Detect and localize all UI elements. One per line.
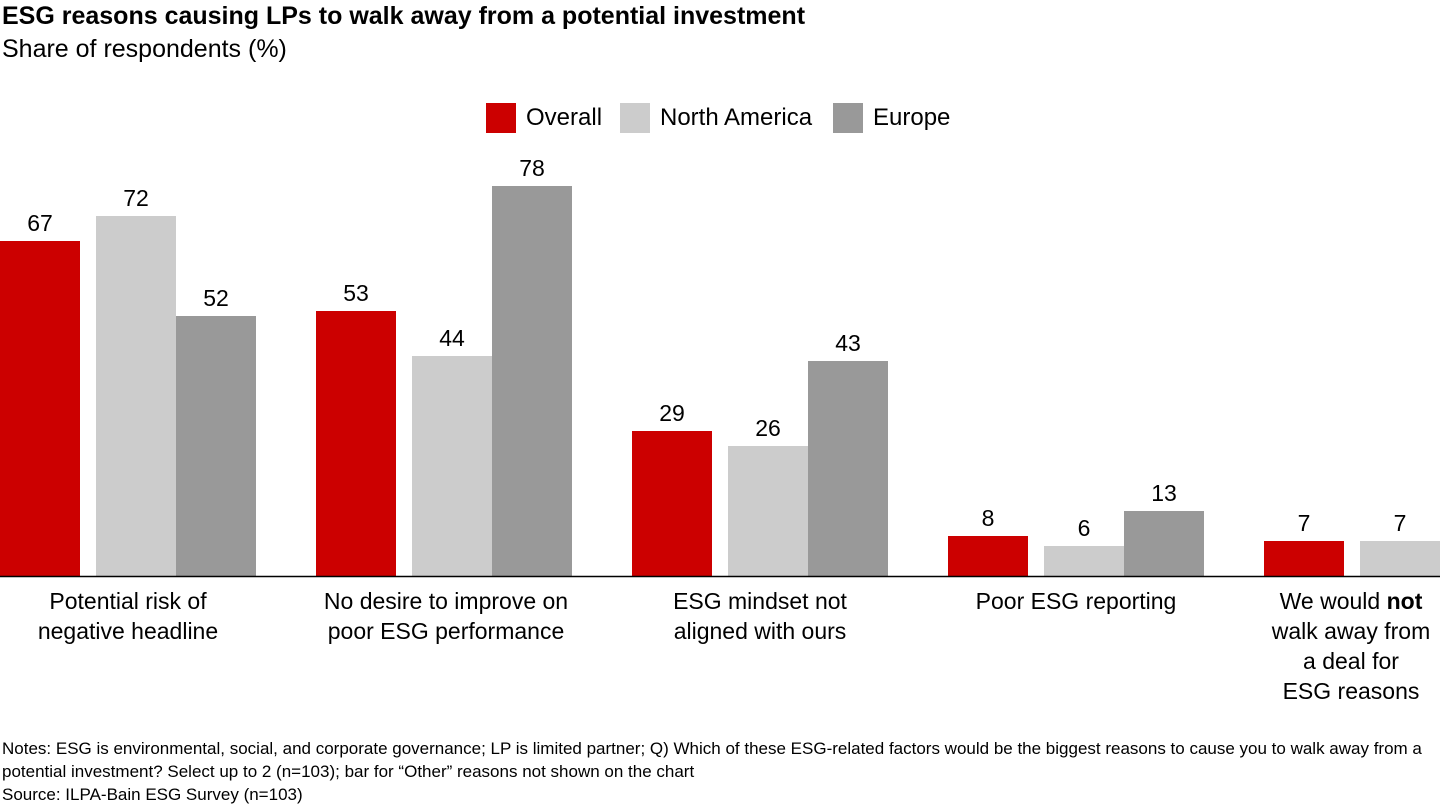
chart-title: ESG reasons causing LPs to walk away fro… <box>2 2 806 30</box>
chart-subtitle: Share of respondents (%) <box>2 35 287 63</box>
category-label-5: We would not walk away from a deal for E… <box>1271 588 1431 704</box>
bar-north-america-1 <box>96 216 176 576</box>
chart-notes: Notes: ESG is environmental, social, and… <box>2 737 1438 806</box>
legend-swatch-north-america <box>620 103 650 133</box>
legend-swatch-overall <box>486 103 516 133</box>
data-label-overall-1: 67 <box>27 210 53 236</box>
bar-overall-1 <box>0 241 80 576</box>
data-label-overall-3: 29 <box>659 400 685 426</box>
legend-item-overall: Overall <box>486 100 602 136</box>
bar-north-america-4 <box>1044 546 1124 576</box>
data-label-overall-5: 7 <box>1298 510 1311 536</box>
data-label-europe-1: 52 <box>203 285 229 311</box>
bar-north-america-5 <box>1360 541 1440 576</box>
legend-label-europe: Europe <box>873 104 951 131</box>
bar-overall-5 <box>1264 541 1344 576</box>
data-label-north-america-3: 26 <box>755 415 781 441</box>
legend-item-north-america: North America <box>620 100 812 136</box>
category-label-1: Potential risk of negative headline <box>37 588 219 644</box>
data-label-overall-4: 8 <box>982 505 995 531</box>
data-label-north-america-4: 6 <box>1078 515 1091 541</box>
bar-europe-4 <box>1124 511 1204 576</box>
category-label-2: No desire to improve on poor ESG perform… <box>323 588 569 644</box>
data-label-overall-2: 53 <box>343 280 369 306</box>
source-text: Source: ILPA-Bain ESG Survey (n=103) <box>2 785 303 804</box>
legend-label-overall: Overall <box>526 104 603 131</box>
data-label-north-america-5: 7 <box>1394 510 1407 536</box>
data-label-europe-4: 13 <box>1151 480 1177 506</box>
bar-europe-1 <box>176 316 256 576</box>
bar-overall-2 <box>316 311 396 576</box>
legend-item-europe: Europe <box>833 100 950 136</box>
data-label-europe-2: 78 <box>519 155 545 181</box>
bar-north-america-2 <box>412 356 492 576</box>
bar-north-america-3 <box>728 446 808 576</box>
notes-text: Notes: ESG is environmental, social, and… <box>2 739 1422 781</box>
category-label-3: ESG mindset not aligned with ours <box>673 588 847 644</box>
data-label-europe-3: 43 <box>835 330 861 356</box>
legend-swatch-europe <box>833 103 863 133</box>
category-label-4: Poor ESG reporting <box>975 588 1177 614</box>
data-label-north-america-1: 72 <box>123 185 149 211</box>
data-label-north-america-2: 44 <box>439 325 465 351</box>
chart-legend: Overall North America Europe <box>0 100 1440 136</box>
bar-overall-3 <box>632 431 712 576</box>
legend-label-north-america: North America <box>660 104 813 131</box>
bar-overall-4 <box>948 536 1028 576</box>
bar-europe-3 <box>808 361 888 576</box>
bar-europe-2 <box>492 186 572 576</box>
